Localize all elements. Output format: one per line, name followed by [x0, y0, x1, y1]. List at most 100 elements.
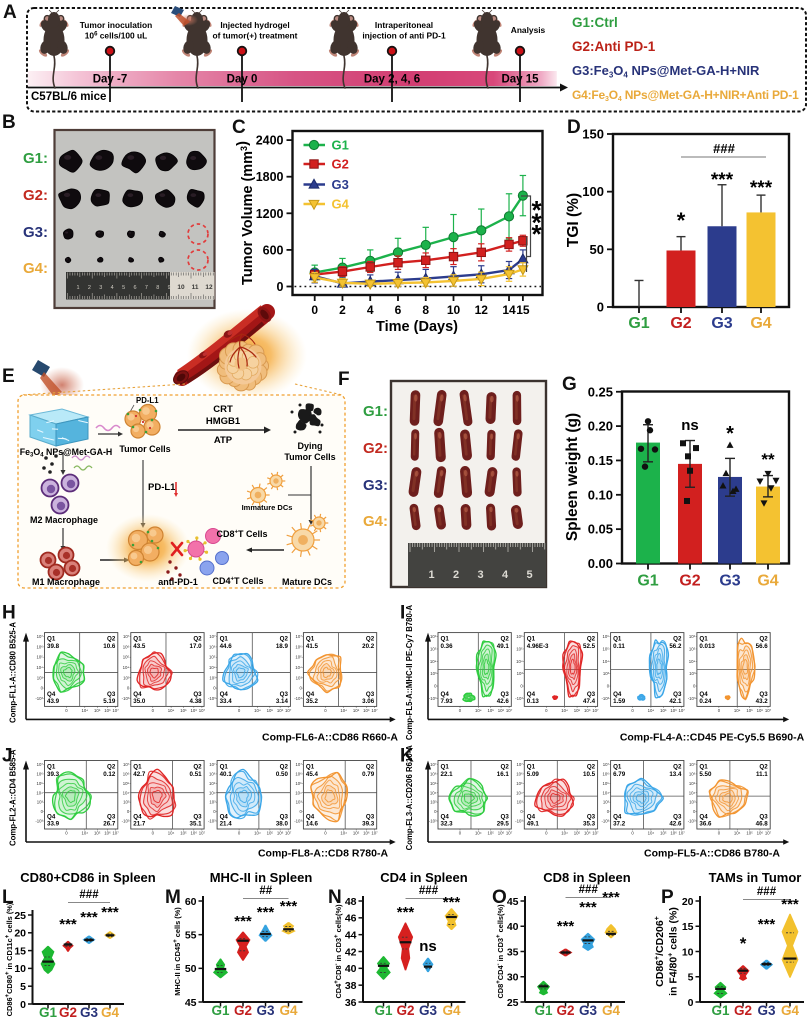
svg-text:M2 Macrophage: M2 Macrophage	[30, 515, 98, 525]
svg-text:Q2: Q2	[673, 636, 682, 643]
svg-text:10⁴: 10⁴	[123, 790, 130, 795]
svg-text:41.5: 41.5	[306, 643, 319, 650]
svg-text:10⁴: 10⁴	[340, 831, 347, 836]
svg-text:10⁷: 10⁷	[371, 831, 378, 836]
svg-text:4: 4	[367, 303, 374, 317]
svg-text:***: ***	[781, 896, 799, 913]
svg-text:15: 15	[14, 945, 26, 957]
svg-text:40.1: 40.1	[220, 771, 233, 778]
svg-text:10⁵: 10⁵	[689, 646, 696, 651]
svg-text:G2: G2	[59, 1005, 77, 1019]
svg-text:35: 35	[507, 946, 519, 958]
svg-text:TGI (%): TGI (%)	[565, 193, 582, 247]
svg-text:10: 10	[177, 284, 185, 291]
svg-text:10³: 10³	[37, 675, 44, 680]
svg-text:***: ***	[80, 909, 98, 926]
svg-text:36: 36	[345, 997, 357, 1009]
svg-text:Q2: Q2	[193, 636, 202, 643]
svg-text:Q1: Q1	[306, 636, 315, 643]
svg-text:G2:: G2:	[23, 187, 48, 204]
svg-text:0: 0	[607, 809, 610, 814]
svg-text:Q3: Q3	[366, 814, 375, 821]
svg-text:Q4: Q4	[306, 814, 315, 821]
svg-text:10⁶: 10⁶	[191, 708, 198, 713]
svg-text:0.79: 0.79	[362, 771, 375, 778]
svg-text:Q1: Q1	[527, 636, 536, 643]
svg-text:Q4: Q4	[306, 691, 315, 698]
svg-text:10⁴: 10⁴	[430, 790, 437, 795]
svg-text:Q3: Q3	[107, 814, 116, 821]
svg-text:10⁵: 10⁵	[36, 781, 43, 786]
svg-text:10⁷: 10⁷	[371, 708, 378, 713]
svg-text:42.1: 42.1	[669, 698, 682, 705]
svg-text:10⁶: 10⁶	[430, 634, 437, 639]
svg-text:10⁶: 10⁶	[277, 708, 284, 713]
svg-text:Q3: Q3	[673, 691, 682, 698]
svg-text:10⁷: 10⁷	[37, 762, 44, 767]
svg-text:Injected hydrogel: Injected hydrogel	[220, 20, 289, 30]
svg-text:10⁷: 10⁷	[506, 831, 513, 836]
svg-text:10⁴: 10⁴	[254, 831, 261, 836]
svg-text:D: D	[567, 117, 581, 138]
svg-text:10⁷: 10⁷	[37, 634, 44, 639]
svg-text:0: 0	[545, 831, 548, 836]
svg-text:B: B	[2, 112, 16, 133]
svg-text:Q2: Q2	[759, 636, 768, 643]
svg-text:10⁶: 10⁶	[295, 771, 302, 776]
svg-text:G1: G1	[711, 1003, 730, 1018]
svg-text:10⁴: 10⁴	[516, 659, 523, 664]
svg-text:0.05: 0.05	[588, 522, 613, 537]
svg-text:10⁷: 10⁷	[592, 708, 599, 713]
svg-text:Q3: Q3	[587, 691, 596, 698]
svg-text:***: ***	[257, 904, 275, 921]
svg-text:2: 2	[453, 569, 459, 581]
svg-text:56.6: 56.6	[756, 643, 769, 650]
svg-text:CD4+CD8- in CD3+ cells(%): CD4+CD8- in CD3+ cells(%)	[334, 904, 343, 999]
svg-text:10: 10	[14, 963, 26, 975]
svg-text:***: ***	[557, 918, 575, 935]
svg-text:10⁴: 10⁴	[602, 790, 609, 795]
svg-text:G4: G4	[602, 1003, 621, 1018]
svg-text:49.1: 49.1	[527, 821, 540, 828]
svg-text:G2: G2	[234, 1003, 252, 1018]
svg-text:10⁴: 10⁴	[602, 659, 609, 664]
svg-text:4: 4	[111, 285, 114, 291]
svg-text:0: 0	[311, 303, 318, 317]
svg-text:CRT: CRT	[213, 404, 233, 415]
svg-text:60: 60	[185, 896, 197, 908]
svg-text:10.5: 10.5	[583, 771, 596, 778]
svg-text:Analysis: Analysis	[511, 25, 546, 35]
svg-text:10⁵: 10⁵	[94, 831, 101, 836]
svg-text:Q4: Q4	[699, 814, 708, 821]
svg-text:Dying: Dying	[297, 441, 322, 451]
svg-text:10⁴: 10⁴	[36, 665, 43, 670]
svg-text:55: 55	[185, 929, 197, 941]
svg-text:10⁴: 10⁴	[689, 659, 696, 664]
svg-text:MHC-II in CD45+ cells (%): MHC-II in CD45+ cells (%)	[173, 907, 182, 996]
svg-text:10³: 10³	[430, 671, 437, 676]
svg-text:0.11: 0.11	[613, 643, 625, 650]
svg-text:10⁶: 10⁶	[209, 771, 216, 776]
svg-text:10⁴: 10⁴	[516, 790, 523, 795]
svg-text:0: 0	[324, 708, 327, 713]
svg-text:Q4: Q4	[527, 691, 536, 698]
svg-text:56.2: 56.2	[669, 643, 682, 650]
svg-text:Q3: Q3	[280, 814, 289, 821]
svg-text:10⁴: 10⁴	[295, 790, 302, 795]
svg-text:10⁷: 10⁷	[603, 762, 610, 767]
svg-text:10³: 10³	[123, 675, 130, 680]
svg-text:G4: G4	[750, 315, 771, 332]
svg-text:10³: 10³	[209, 675, 216, 680]
svg-text:16.1: 16.1	[497, 771, 510, 778]
svg-text:5: 5	[122, 285, 125, 291]
svg-text:Q1: Q1	[47, 636, 56, 643]
svg-text:45.4: 45.4	[306, 771, 319, 778]
svg-text:C: C	[232, 117, 246, 138]
svg-text:0: 0	[693, 809, 696, 814]
svg-text:40: 40	[507, 921, 519, 933]
svg-text:33.4: 33.4	[220, 698, 233, 705]
svg-text:G4: G4	[781, 1003, 800, 1018]
svg-text:0: 0	[459, 708, 462, 713]
svg-text:2400: 2400	[256, 134, 284, 148]
svg-text:Q1: Q1	[220, 764, 229, 771]
